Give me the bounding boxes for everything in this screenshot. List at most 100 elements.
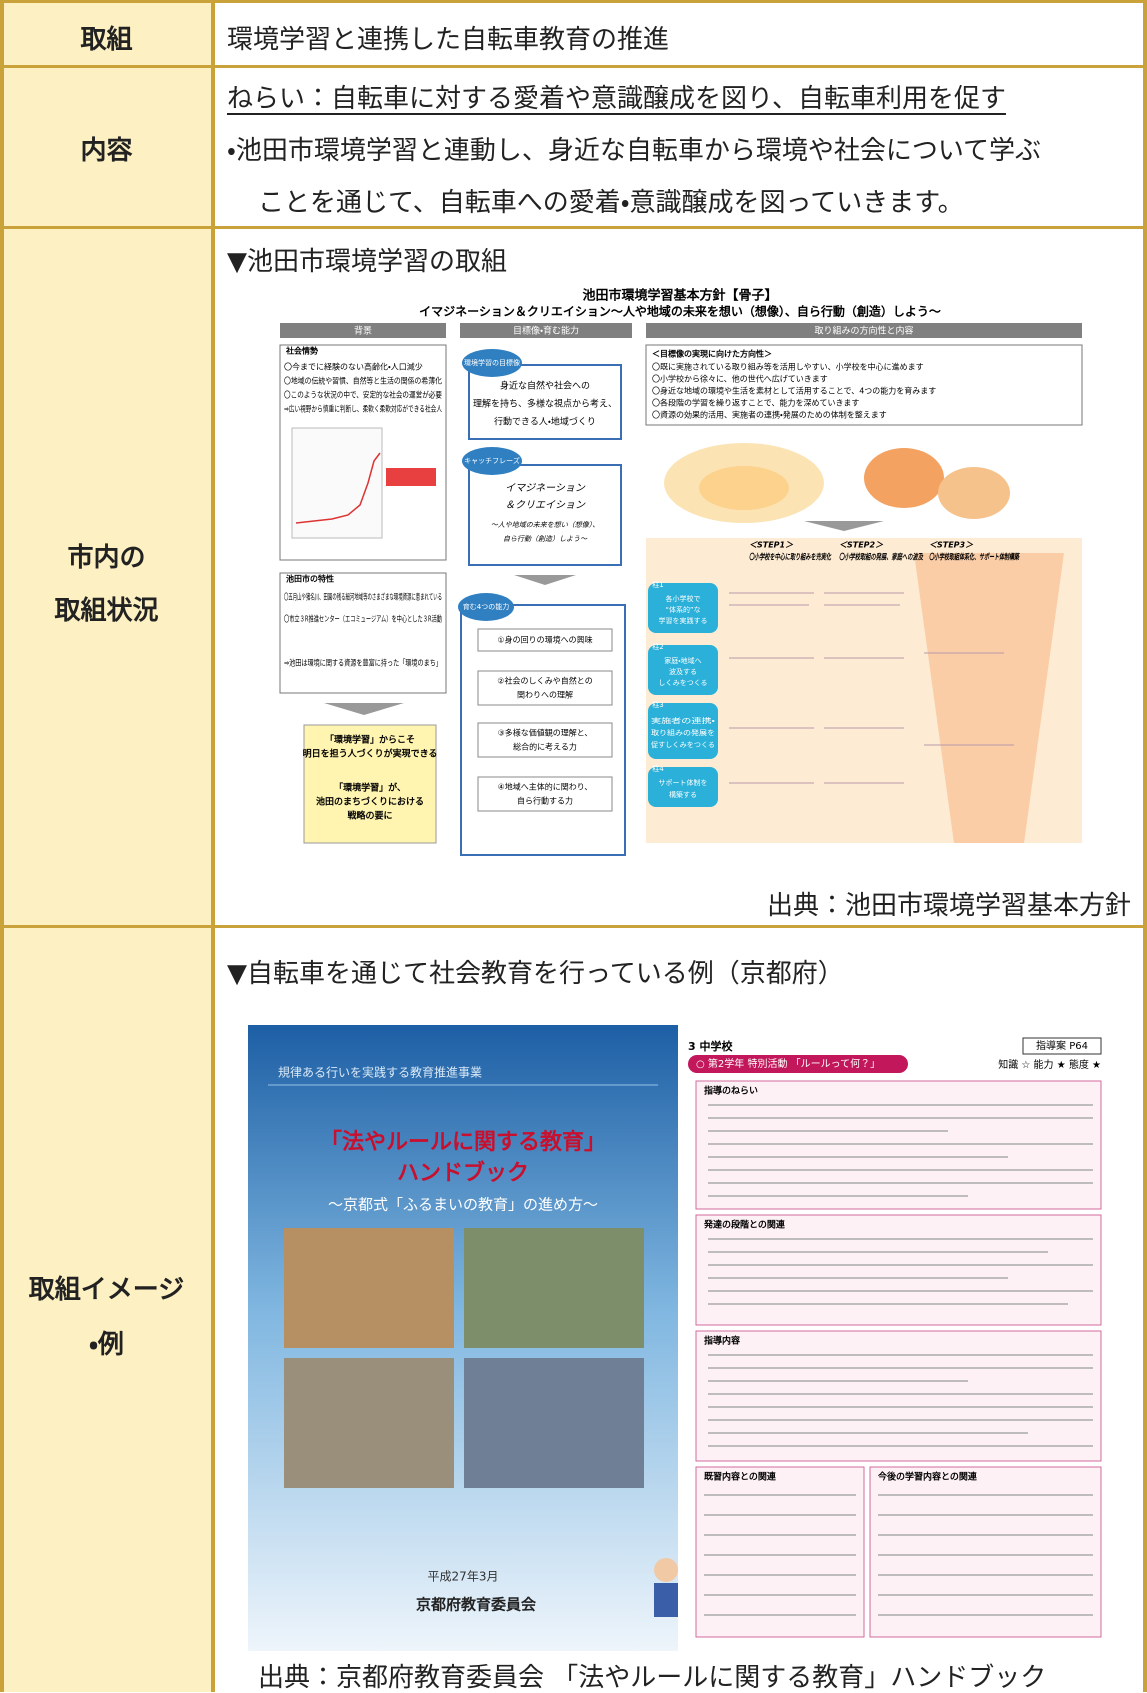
page-section: 3 中学校	[688, 1039, 733, 1053]
pillar-text: サポート体制を	[659, 778, 708, 787]
pillar-label: 柱4	[652, 764, 664, 773]
page-rating: 知識 ☆ 能力 ★ 態度 ★	[998, 1058, 1101, 1071]
block-heading: 今後の学習内容との関連	[878, 1471, 977, 1483]
box-item: ⇒池田は環境に関する資源を豊富に持った「環境のまち」	[284, 658, 442, 668]
direction-item: 〇小学校から徐々に、他の世代へ広げていきます	[652, 374, 828, 384]
catch-line: イマジネーション	[505, 482, 586, 494]
fig-title: 池田市環境学習基本方針【骨子】	[582, 288, 777, 304]
step: 〇小学校取組の発展、家庭への波及	[839, 553, 924, 562]
box	[279, 572, 447, 694]
box-item: 〇今までに経験のない高齢化・人口減少	[284, 362, 423, 372]
source: 出典：池田市環境学習基本方針	[766, 891, 1131, 921]
box	[279, 344, 447, 561]
row-label: 取組	[80, 25, 133, 55]
pillar	[648, 703, 718, 759]
pillar-text: 実施者の連携・	[651, 716, 716, 725]
conclusion: 戦略の要に	[347, 810, 392, 822]
aim: ねらい：自転車に対する愛着や意識醸成を図り、自転車利用を促す	[227, 84, 1006, 114]
pillar-label: 柱2	[652, 642, 663, 651]
pillar-label: 柱1	[652, 580, 663, 589]
direction-item: 〇資源の効果的活用、実施者の連携・発展のための体制を整えます	[652, 410, 887, 420]
step: ＜STEP1＞	[749, 541, 794, 550]
chart-line	[295, 452, 381, 524]
ability: ②社会のしくみや自然との	[497, 676, 592, 686]
section-heading: ▼池田市環境学習の取組	[227, 247, 507, 277]
block	[695, 1080, 1102, 1210]
page-plan: 指導案 P64	[1036, 1039, 1088, 1052]
ability: ③多様な価値観の理解と、	[498, 728, 593, 738]
diagram-ellipse	[938, 467, 1010, 519]
step: 〇小学校を中心に取り組みを充実化	[749, 553, 832, 562]
policy-figure: 池田市環境学習基本方針【骨子】 イマジネーション＆クリエイション～人や地域の未来…	[264, 283, 1096, 873]
box-item: 〇このような状況の中で、安定的な社会の運営が必要	[284, 390, 442, 400]
steps-arrow	[914, 553, 1064, 843]
row-label: 内容	[80, 136, 133, 166]
block	[695, 1214, 1102, 1326]
conclusion: 池田のまちづくりにおける	[316, 796, 424, 808]
block	[695, 1466, 865, 1638]
column-bar	[460, 323, 632, 338]
box-heading: 社会情勢	[285, 346, 318, 356]
border	[0, 226, 1147, 229]
column-bar	[280, 323, 446, 338]
box-item: 〇地域の伝統や習慣、自然等と生活の関係の希薄化	[284, 376, 442, 386]
ability-box	[477, 628, 613, 652]
catch-line: ＆クリエイション	[505, 499, 586, 511]
block-heading: 指導のねらい	[704, 1085, 758, 1097]
page-lesson: ○ 第2学年 特別活動 「ルールって何？」	[696, 1057, 880, 1070]
border	[211, 0, 215, 1692]
ability-box	[477, 722, 613, 758]
pillar-label: 柱3	[652, 700, 663, 709]
photo	[284, 1228, 454, 1348]
plan-box	[1022, 1037, 1102, 1055]
direction-item: 〇身近な地域の環境や生活を素材として活用することで、4つの能力を育みます	[652, 386, 936, 396]
pillar	[648, 645, 718, 695]
cover-date: 平成27年3月	[428, 1570, 499, 1584]
pillar-text: 学習を実践する	[659, 616, 708, 625]
cover-title: 「法やルールに関する教育」	[320, 1129, 606, 1155]
conclusion-box	[303, 724, 437, 844]
cover-project: 規律ある行いを実践する教育推進事業	[278, 1065, 482, 1080]
arrow	[514, 575, 576, 585]
arrow	[804, 521, 884, 531]
cover-subtitle: ハンドブック	[397, 1160, 529, 1186]
row-label: 市内の	[67, 543, 146, 573]
goal-line: 理解を持ち、多様な視点から考え、	[473, 398, 617, 410]
tag-text: キャッチフレーズ	[464, 456, 520, 465]
lesson-bar	[688, 1055, 908, 1073]
border	[0, 925, 1147, 928]
photo	[464, 1358, 644, 1488]
conclusion: 「環境学習」が、	[334, 782, 406, 794]
ability: ①身の回りの環境への興味	[497, 635, 592, 645]
pillar-text: 各小学校で	[666, 594, 701, 603]
body-lines	[704, 1104, 1093, 1616]
row-label: 取組イメージ	[28, 1275, 185, 1305]
photo	[464, 1228, 644, 1348]
label-column	[0, 0, 213, 1692]
ability-box	[477, 776, 613, 812]
handbook-figure: 規律ある行いを実践する教育推進事業 「法やルールに関する教育」 ハンドブック ～…	[248, 1025, 1111, 1651]
character	[654, 1583, 678, 1617]
ability: 関わりへの理解	[517, 690, 573, 700]
text-lines	[729, 592, 1014, 784]
ability: ④地域へ主体的に関わり、	[498, 782, 593, 792]
cover-tagline: ～京都式「ふるまいの教育」の進め方～	[328, 1196, 598, 1214]
chart-frame	[291, 427, 383, 539]
box-item: ⇒広い視野から慎重に判断し、柔軟く柔軟対応ができる社会人	[284, 404, 442, 414]
tag-text: 環境学習の目標像	[464, 358, 520, 367]
border	[0, 0, 1147, 3]
direction-item: 〇既に実施されている取り組み等を活用しやすい、小学校を中心に進めます	[652, 362, 924, 372]
row-text: 環境学習と連携した自転車教育の推進	[227, 25, 670, 55]
ability: 総合的に考える力	[513, 742, 577, 752]
diagram-ellipse	[699, 466, 789, 510]
mini-chart	[291, 427, 436, 539]
block	[695, 1330, 1102, 1462]
conclusion: 明日を担う人づくりが実現できる	[303, 748, 438, 760]
pillar-text: しくみをつくる	[658, 679, 707, 687]
goal-box	[468, 364, 622, 440]
conclusion: 「環境学習」からこそ	[325, 734, 415, 746]
block	[869, 1466, 1102, 1638]
section-heading: ▼自転車を通じて社会教育を行っている例（京都府）	[227, 959, 844, 989]
chart-note	[386, 468, 436, 486]
pillar-text: “体系的”な	[665, 605, 700, 614]
